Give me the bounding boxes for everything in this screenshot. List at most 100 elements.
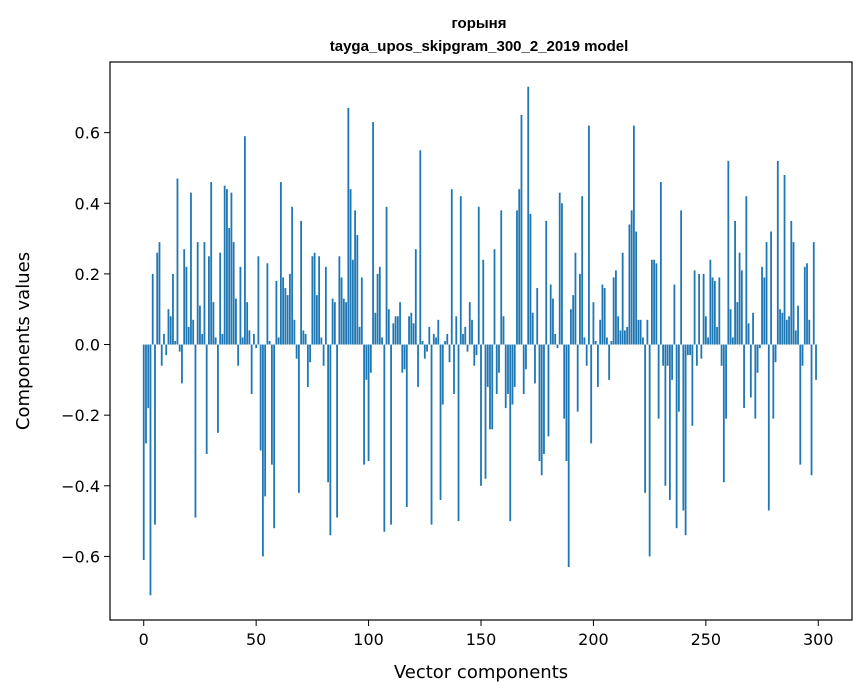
bar — [774, 344, 777, 363]
bar — [205, 344, 208, 455]
bar — [484, 344, 487, 479]
bar — [154, 344, 156, 525]
bar — [486, 344, 489, 387]
bar — [192, 319, 195, 345]
bar — [275, 280, 278, 345]
bar — [255, 344, 258, 349]
bar — [423, 344, 426, 359]
bar — [765, 242, 768, 345]
bar — [399, 302, 401, 345]
bar — [387, 309, 390, 345]
bar — [217, 344, 219, 433]
bar — [612, 277, 615, 345]
bar — [351, 259, 354, 345]
bar — [570, 309, 572, 345]
bar — [462, 333, 464, 345]
bar — [410, 312, 413, 345]
bar — [776, 160, 779, 345]
bar — [270, 344, 273, 465]
bar — [619, 330, 622, 345]
y-tick-label: −0.6 — [61, 547, 100, 566]
bar — [212, 302, 215, 345]
bar — [675, 344, 678, 529]
y-tick-label: 0.0 — [75, 336, 100, 355]
bar — [738, 252, 741, 345]
bar — [313, 252, 316, 345]
bar — [536, 288, 539, 345]
bar — [633, 125, 635, 345]
bar — [176, 178, 179, 345]
bar — [322, 344, 325, 366]
bar — [592, 302, 595, 345]
bar — [630, 210, 633, 345]
bar — [244, 136, 246, 345]
bar — [608, 344, 611, 380]
y-axis: −0.6 −0.4 −0.2 0.0 0.2 0.4 0.6 — [61, 124, 110, 566]
x-axis: 0 50 100 150 200 250 300 — [139, 620, 834, 649]
y-tick-label: −0.4 — [61, 477, 100, 496]
bar — [210, 182, 213, 345]
bar — [572, 295, 575, 345]
bar — [709, 259, 712, 345]
bar — [815, 344, 817, 380]
bar — [367, 344, 370, 462]
bar — [439, 344, 442, 500]
bar — [459, 196, 462, 345]
bar — [648, 344, 651, 557]
bar — [163, 333, 165, 345]
bar — [185, 266, 188, 345]
bar — [297, 344, 300, 493]
bar — [552, 298, 554, 345]
bar — [327, 344, 329, 483]
bar — [740, 270, 743, 345]
bar — [392, 323, 395, 345]
bar — [561, 203, 563, 345]
bar — [172, 273, 174, 345]
bar — [448, 344, 451, 363]
bar — [226, 189, 228, 345]
bar — [666, 344, 669, 366]
bar — [446, 333, 449, 345]
bar — [187, 326, 190, 345]
bar — [394, 316, 397, 345]
bar — [779, 309, 781, 345]
bar — [590, 344, 593, 444]
bar — [599, 319, 602, 345]
bar — [354, 210, 356, 345]
bar — [785, 319, 788, 345]
bar — [788, 316, 790, 345]
bar — [657, 344, 660, 419]
bar — [695, 344, 698, 366]
bar — [792, 242, 795, 345]
bar — [529, 213, 532, 345]
bar — [545, 220, 548, 345]
bar — [300, 220, 303, 345]
bar — [646, 319, 649, 345]
bar — [500, 210, 503, 345]
bar — [736, 302, 739, 345]
bar — [385, 206, 388, 345]
bar — [812, 242, 815, 345]
bar — [527, 86, 530, 345]
bar — [507, 344, 509, 394]
bar — [637, 319, 640, 345]
y-tick-label: −0.2 — [61, 406, 100, 425]
bar — [450, 189, 453, 345]
bar — [315, 295, 318, 345]
bar — [390, 344, 392, 525]
bar — [331, 298, 334, 345]
bar — [237, 344, 240, 366]
bar — [650, 259, 653, 345]
bar — [693, 270, 696, 345]
bar — [248, 330, 251, 345]
chart-subtitle: tayga_upos_skipgram_300_2_2019 model — [330, 38, 629, 55]
bar — [219, 252, 222, 345]
bar — [522, 344, 525, 394]
bar — [190, 192, 192, 345]
bar — [444, 341, 446, 345]
bar — [716, 326, 718, 345]
bar — [302, 330, 305, 345]
bar — [558, 192, 561, 345]
bar — [516, 210, 518, 345]
